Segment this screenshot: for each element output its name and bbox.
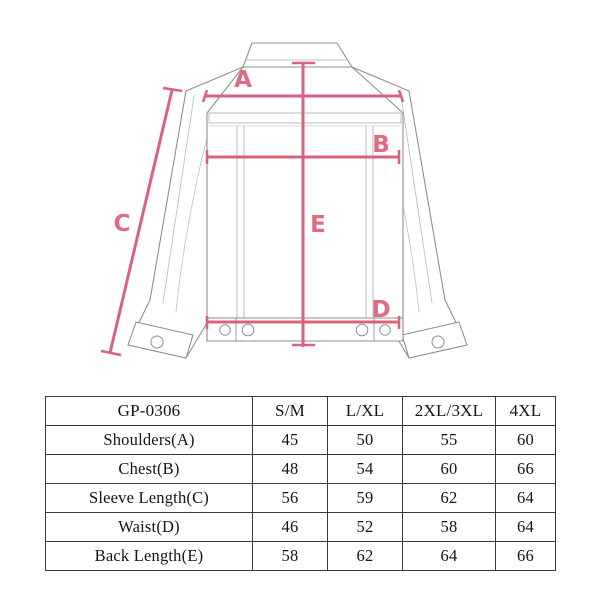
cell-chest-4xl: 66	[495, 454, 556, 484]
row-label-back-length: Back Length(E)	[45, 541, 253, 571]
row-label-shoulders: Shoulders(A)	[45, 425, 253, 455]
cell-back-lxl: 62	[327, 541, 403, 571]
right-cuff-button	[431, 335, 445, 349]
left-sleeve-inner-seam	[162, 95, 195, 304]
yoke-band	[208, 112, 402, 124]
dimension-label-a: A	[234, 67, 252, 93]
dimension-letters: A B C D E	[114, 67, 391, 323]
left-sleeve-fold	[175, 127, 211, 313]
table-row: Back Length(E) 58 62 64 66	[45, 541, 556, 571]
waistband-button-left-outer	[219, 324, 231, 336]
dimension-label-d: D	[371, 297, 390, 323]
cell-sleeve-sm: 56	[252, 483, 328, 513]
waistband	[206, 317, 404, 342]
dimension-label-b: B	[372, 132, 390, 158]
measure-cap-c-top	[162, 86, 183, 93]
cell-shoulders-4xl: 60	[495, 425, 556, 455]
size-table: GP-0306 S/M L/XL 2XL/3XL 4XL Shoulders(A…	[45, 396, 556, 571]
table-row: Waist(D) 46 52 58 64	[45, 512, 556, 542]
table-header-code: GP-0306	[45, 396, 253, 426]
cell-back-4xl: 66	[495, 541, 556, 571]
jacket-outline	[127, 42, 468, 359]
table-header-row: GP-0306 S/M L/XL 2XL/3XL 4XL	[45, 396, 556, 426]
measure-line-c	[108, 89, 174, 354]
jacket-diagram: A B C D E	[100, 42, 468, 359]
cell-shoulders-sm: 45	[252, 425, 328, 455]
cell-back-sm: 58	[252, 541, 328, 571]
dimension-label-e: E	[310, 212, 326, 238]
cell-chest-sm: 48	[252, 454, 328, 484]
cell-shoulders-2xl3xl: 55	[402, 425, 496, 455]
cell-chest-lxl: 54	[327, 454, 403, 484]
table-header-lxl: L/XL	[327, 396, 403, 426]
table-header-4xl: 4XL	[495, 396, 556, 426]
table-row: Chest(B) 48 54 60 66	[45, 454, 556, 484]
measure-cap-c-bottom	[100, 349, 122, 357]
table-header-2xl3xl: 2XL/3XL	[402, 396, 496, 426]
table-row: Shoulders(A) 45 50 55 60	[45, 425, 556, 455]
cell-waist-2xl3xl: 58	[402, 512, 496, 542]
row-label-chest: Chest(B)	[45, 454, 253, 484]
cell-sleeve-2xl3xl: 62	[402, 483, 496, 513]
waistband-button-right-inner	[355, 323, 369, 337]
cell-sleeve-4xl: 64	[495, 483, 556, 513]
left-cuff-button	[150, 335, 164, 349]
cell-chest-2xl3xl: 60	[402, 454, 496, 484]
row-label-sleeve-length: Sleeve Length(C)	[45, 483, 253, 513]
table-row: Sleeve Length(C) 56 59 62 64	[45, 483, 556, 513]
dimension-label-c: C	[114, 211, 131, 237]
row-label-waist: Waist(D)	[45, 512, 253, 542]
cell-waist-sm: 46	[252, 512, 328, 542]
cell-waist-lxl: 52	[327, 512, 403, 542]
cell-back-2xl3xl: 64	[402, 541, 496, 571]
table-header-sm: S/M	[252, 396, 328, 426]
waistband-button-right-outer	[379, 324, 391, 336]
cell-shoulders-lxl: 50	[327, 425, 403, 455]
right-sleeve-inner-seam	[400, 95, 433, 304]
waistband-button-left-inner	[241, 323, 255, 337]
measure-cap-a-left	[201, 89, 209, 103]
size-table-container: GP-0306 S/M L/XL 2XL/3XL 4XL Shoulders(A…	[45, 396, 556, 571]
measurement-lines	[100, 61, 405, 357]
cell-waist-4xl: 64	[495, 512, 556, 542]
cell-sleeve-lxl: 59	[327, 483, 403, 513]
measure-cap-a-right	[397, 89, 405, 103]
